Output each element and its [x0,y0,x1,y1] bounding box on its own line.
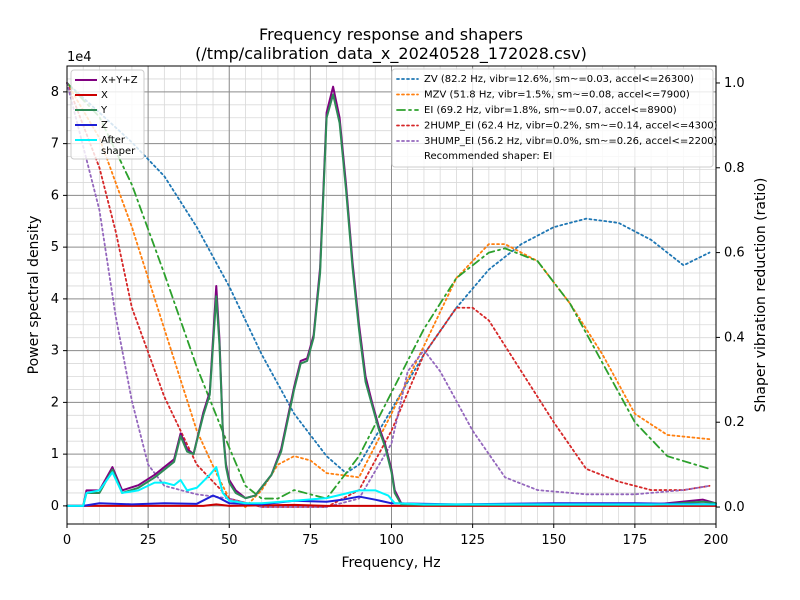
y-tick-label: 8 [51,85,59,100]
x-axis-label: Frequency, Hz [341,555,440,571]
psd-lines [66,85,717,507]
psd-legend-label-line: shaper [101,146,136,157]
psd-line-4 [66,466,717,507]
y-tick-label: 1 [51,447,59,462]
psd-legend-label-0: X+Y+Z [101,75,138,86]
y2-tick-label: 0.2 [724,415,745,430]
shaper-legend-label-2: EI (69.2 Hz, vibr=1.8%, sm~=0.07, accel<… [424,105,677,116]
psd-legend-label-line: Z [101,120,108,131]
y-axis-label: Power spectral density [26,216,42,375]
chart-title-line-2: (/tmp/calibration_data_x_20240528_172028… [195,44,587,64]
y-tick-label: 7 [51,137,59,152]
shaper-line-2 [66,82,711,500]
y-axis-left: 0 1 2 3 4 5 6 7 8 [51,85,67,514]
y-multiplier-label: 1e4 [67,50,92,65]
y-tick-label: 0 [51,499,59,514]
shaper-legend-label-0: ZV (82.2 Hz, vibr=12.6%, sm~=0.03, accel… [424,74,694,85]
psd-legend-label-line: After [101,135,126,146]
shaper-line-3 [66,82,711,508]
shaper-legend-label-1: MZV (51.8 Hz, vibr=1.5%, sm~=0.08, accel… [424,90,690,101]
x-tick-label: 75 [302,533,319,548]
psd-legend-label-line: Y [100,105,108,116]
x-tick-label: 0 [63,533,71,548]
y-tick-label: 5 [51,240,59,255]
psd-legend-label-1: X [101,90,108,101]
shaper-line-1 [66,82,711,508]
psd-legend-label-3: Z [101,120,108,131]
y-tick-label: 2 [51,395,59,410]
shaper-legend-label-3: 2HUMP_EI (62.4 Hz, vibr=0.2%, sm~=0.14, … [424,121,718,132]
psd-legend-label-2: Y [100,105,108,116]
y2-tick-label: 1.0 [724,76,745,91]
shaper-line-0 [66,82,711,475]
psd-line-1 [66,503,717,507]
x-tick-label: 100 [379,533,404,548]
psd-legend-box [70,69,145,160]
y-tick-label: 3 [51,344,59,359]
shaper-line-4 [66,82,711,508]
chart-title-line-1: Frequency response and shapers [259,25,523,44]
x-tick-label: 175 [622,533,647,548]
y2-tick-label: 0.4 [724,330,745,345]
psd-legend-label-line: X [101,90,108,101]
psd-legend-label-4: After shaper [101,135,136,157]
y-tick-label: 4 [51,292,59,307]
psd-legend-label-line: X+Y+Z [101,75,138,86]
y2-axis-label: Shaper vibration reduction (ratio) [753,178,769,413]
shaper-legend-box [391,68,714,168]
shaper-lines [66,82,711,508]
psd-legend: X+Y+Z XYZ After shaper [70,69,145,160]
recommended-shaper-text: Recommended shaper: EI [424,151,552,162]
shaper-legend-label-4: 3HUMP_EI (56.2 Hz, vibr=0.0%, sm~=0.26, … [424,136,718,147]
shaper-legend: Recommended shaper: EI ZV (82.2 Hz, vibr… [391,68,718,168]
x-axis: 0 25 50 75 100 125 150 175 200 [63,524,729,548]
y2-tick-label: 0.8 [724,161,745,176]
y2-tick-label: 0.6 [724,246,745,261]
y-tick-label: 6 [51,188,59,203]
psd-line-2 [66,93,717,507]
x-tick-label: 25 [140,533,157,548]
x-tick-label: 50 [221,533,238,548]
x-tick-label: 125 [460,533,485,548]
y-axis-right: 0.0 0.2 0.4 0.6 0.8 1.0 [716,76,745,515]
y2-tick-label: 0.0 [724,500,745,515]
x-tick-label: 150 [541,533,566,548]
x-tick-label: 200 [704,533,729,548]
